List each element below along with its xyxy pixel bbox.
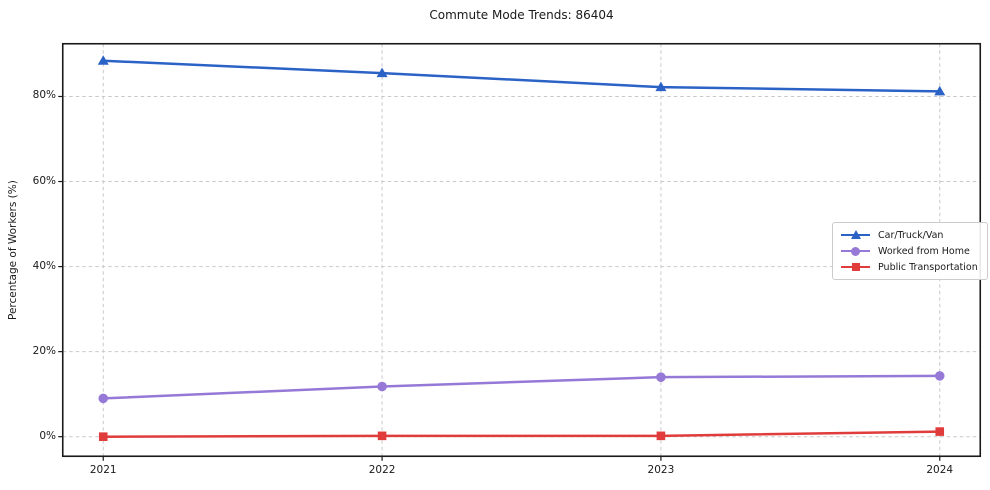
data-point-car-truck-van	[97, 55, 109, 65]
data-point-worked-from-home	[934, 371, 945, 381]
x-tick-label: 2024	[926, 464, 954, 477]
series-line-worked-from-home	[102, 374, 941, 400]
y-tick-label: 20%	[32, 344, 56, 357]
data-point-car-truck-van	[934, 85, 946, 96]
data-point-public-transportation	[377, 431, 387, 441]
data-point-public-transportation	[935, 427, 945, 436]
y-tick-label: 60%	[32, 174, 56, 187]
legend-label: Car/Truck/Van	[878, 229, 944, 241]
x-tick-label: 2022	[368, 464, 396, 477]
legend-item-car-truck-van: Car/Truck/Van	[841, 229, 978, 241]
data-point-worked-from-home	[656, 372, 666, 382]
legend-item-public-transportation: Public Transportation	[841, 261, 978, 273]
y-tick-label: 40%	[32, 259, 56, 272]
data-point-car-truck-van	[376, 67, 388, 78]
y-tick-label: 0%	[39, 429, 56, 442]
data-point-worked-from-home	[377, 381, 387, 392]
data-point-public-transportation	[98, 432, 108, 441]
chart-title: Commute Mode Trends: 86404	[429, 8, 614, 22]
legend-label: Worked from Home	[878, 245, 970, 257]
legend-item-worked-from-home: Worked from Home	[841, 245, 978, 257]
legend: Car/Truck/Van Worked from Home Public Tran…	[832, 222, 988, 280]
y-tick-label: 80%	[32, 89, 56, 102]
x-tick-label: 2021	[89, 464, 117, 477]
square-marker-icon	[841, 262, 870, 273]
data-point-public-transportation	[656, 431, 666, 441]
triangle-marker-icon	[841, 230, 870, 241]
series-line-public-transportation	[102, 430, 941, 438]
data-point-worked-from-home	[98, 393, 109, 404]
data-point-car-truck-van	[655, 81, 667, 92]
series-line-car-truck-van	[102, 59, 941, 93]
x-tick-label: 2023	[647, 464, 675, 477]
circle-marker-icon	[841, 246, 870, 257]
legend-label: Public Transportation	[878, 261, 978, 273]
